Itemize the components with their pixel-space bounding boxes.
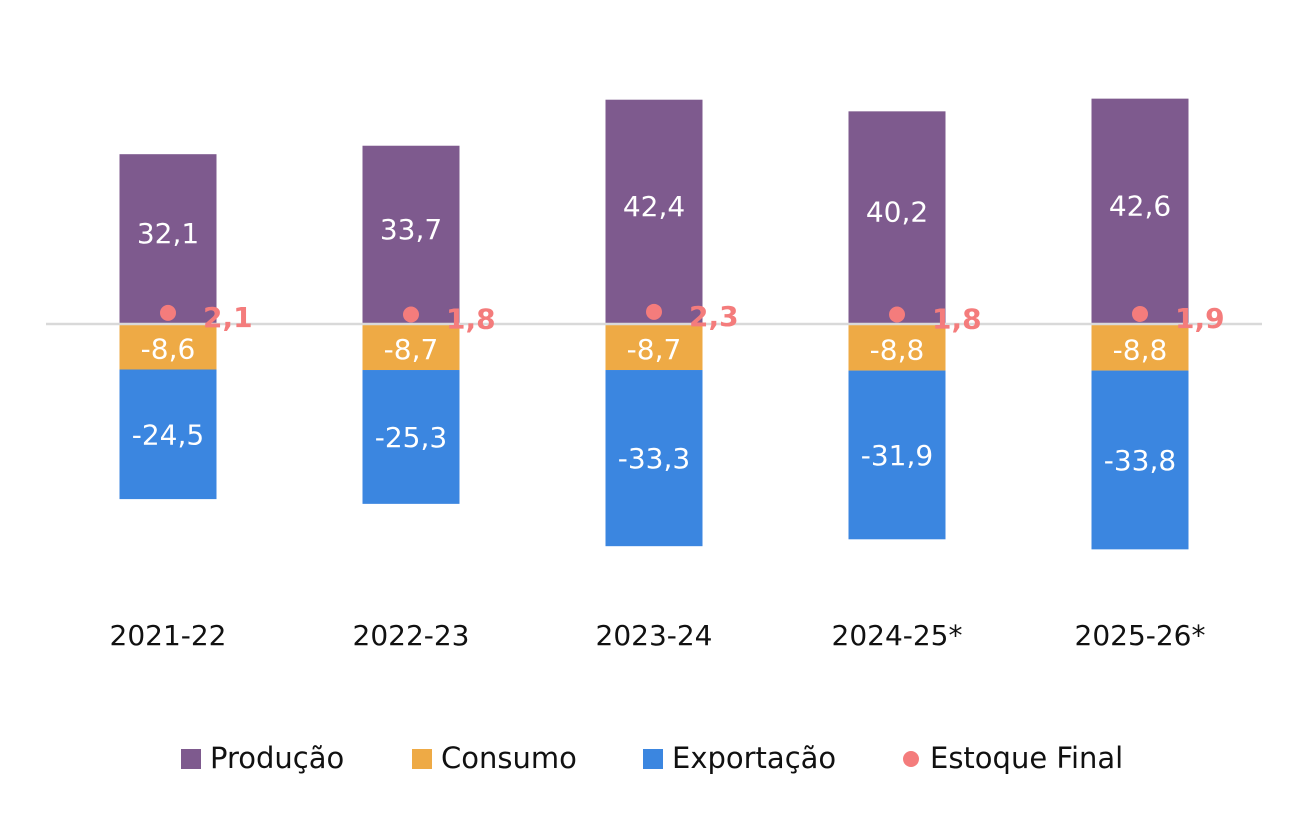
label-exportacao-2023-24: -33,3 (618, 442, 690, 475)
legend-swatch-estoque-final (903, 751, 919, 767)
bars-layer (119, 98, 1189, 550)
bar-consumo-2021-22 (119, 324, 217, 370)
legend-label-estoque-final: Estoque Final (930, 741, 1123, 775)
label-exportacao-2022-23: -25,3 (375, 421, 447, 454)
label-estoque-2021-22: 2,1 (203, 301, 253, 334)
value-labels-layer: 32,1 -8,6 -24,5 33,7 -8,7 -25,3 42,4 -8,7 -33,3 4… (132, 189, 1176, 477)
bar-producao-2024-25* (848, 111, 946, 324)
legend-label-exportação: Exportação (672, 741, 836, 775)
label-exportacao-2021-22: -24,5 (132, 418, 204, 451)
label-producao-2025-26*: 42,6 (1109, 189, 1171, 222)
label-producao-2021-22: 32,1 (137, 217, 199, 250)
stock-markers-layer: 2,1 1,8 2,3 1,8 1,9 (160, 300, 1225, 335)
bar-producao-2022-23 (362, 145, 460, 324)
category-labels-layer: 2021-22 2022-23 2023-24 2024-25* 2025-26* (110, 619, 1206, 652)
legend-swatch-consumo (412, 749, 432, 769)
label-exportacao-2025-26*: -33,8 (1104, 444, 1176, 477)
marker-estoque-2021-22 (160, 304, 176, 321)
legend-swatch-produção (181, 749, 201, 769)
bar-consumo-2023-24 (605, 324, 703, 371)
legend-label-consumo: Consumo (441, 741, 577, 775)
label-consumo-2025-26*: -8,8 (1113, 333, 1168, 366)
label-estoque-2022-23: 1,8 (446, 302, 496, 335)
label-consumo-2021-22: -8,6 (141, 333, 196, 366)
bar-exportacao-2023-24 (605, 370, 703, 547)
category-label-2024-25*: 2024-25* (832, 619, 963, 652)
bar-consumo-2024-25* (848, 324, 946, 371)
bar-exportacao-2024-25* (848, 370, 946, 540)
bar-consumo-2025-26* (1091, 324, 1189, 371)
marker-estoque-2025-26* (1132, 305, 1148, 322)
label-consumo-2022-23: -8,7 (384, 333, 439, 366)
label-estoque-2023-24: 2,3 (689, 300, 739, 333)
legend: Produção Consumo Exportação Estoque Final (181, 741, 1123, 775)
bar-exportacao-2021-22 (119, 369, 217, 500)
label-producao-2022-23: 33,7 (380, 213, 442, 246)
legend-swatch-exportação (643, 749, 663, 769)
legend-label-produção: Produção (210, 741, 344, 775)
label-consumo-2024-25*: -8,8 (870, 333, 925, 366)
category-label-2023-24: 2023-24 (596, 619, 713, 652)
bar-exportacao-2022-23 (362, 370, 460, 504)
marker-estoque-2022-23 (403, 306, 419, 323)
label-producao-2024-25*: 40,2 (866, 196, 928, 229)
label-producao-2023-24: 42,4 (623, 190, 685, 223)
bar-producao-2023-24 (605, 99, 703, 324)
marker-estoque-2024-25* (889, 306, 905, 323)
label-exportacao-2024-25*: -31,9 (861, 439, 933, 472)
bar-exportacao-2025-26* (1091, 370, 1189, 550)
category-label-2025-26*: 2025-26* (1075, 619, 1206, 652)
bar-consumo-2022-23 (362, 324, 460, 371)
bar-producao-2025-26* (1091, 98, 1189, 324)
marker-estoque-2023-24 (646, 303, 662, 320)
label-estoque-2025-26*: 1,9 (1175, 302, 1225, 335)
category-label-2022-23: 2022-23 (353, 619, 470, 652)
category-label-2021-22: 2021-22 (110, 619, 227, 652)
bar-producao-2021-22 (119, 154, 217, 324)
label-consumo-2023-24: -8,7 (627, 333, 682, 366)
label-estoque-2024-25*: 1,8 (932, 302, 982, 335)
